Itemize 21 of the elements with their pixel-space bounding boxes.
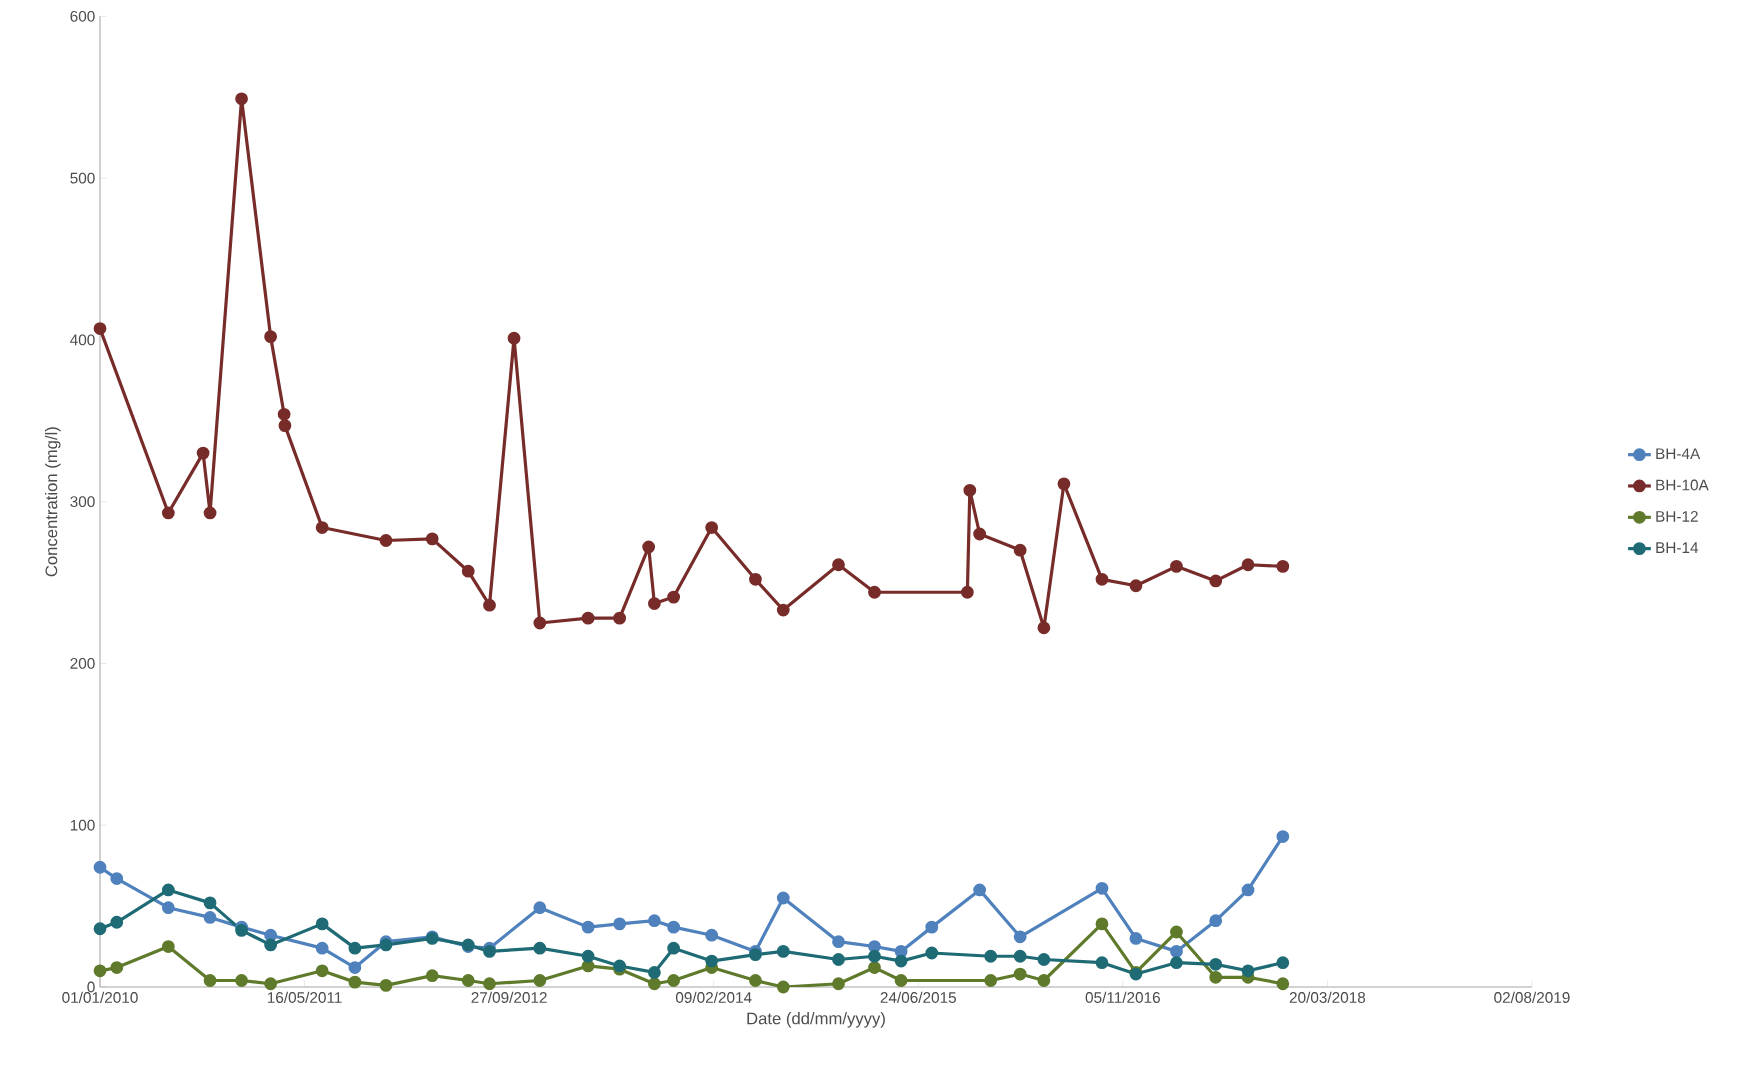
x-axis-title: Date (dd/mm/yyyy) (747, 1012, 885, 1028)
x-tick-label: 05/11/2016 (1085, 991, 1160, 1003)
legend-label: BH-12 (1656, 510, 1698, 522)
x-tick-label: 01/01/2010 (62, 991, 138, 1003)
legend-label: BH-4A (1656, 448, 1701, 459)
x-tick-label: 20/03/2018 (1289, 991, 1366, 1003)
y-tick-label: 200 (70, 658, 95, 669)
x-tick-label: 27/09/2012 (471, 991, 547, 1003)
x-tick-label: 09/02/2014 (675, 991, 752, 1003)
y-tick-label: 400 (70, 334, 95, 346)
legend-label: BH-10A (1656, 479, 1709, 491)
legend-label: BH-14 (1656, 542, 1699, 553)
y-axis-title: Concentration (mg/l) (45, 427, 61, 577)
y-tick-label: 300 (70, 496, 95, 508)
x-tick-label: 16/05/2011 (267, 991, 342, 1003)
y-tick-label: 100 (70, 819, 95, 831)
y-tick-label: 500 (70, 172, 95, 184)
y-tick-label: 600 (70, 10, 95, 22)
y-tick-label: 0 (87, 981, 95, 993)
x-tick-label: 24/06/2015 (880, 991, 956, 1003)
x-tick-label: 02/08/2019 (1494, 991, 1570, 1003)
